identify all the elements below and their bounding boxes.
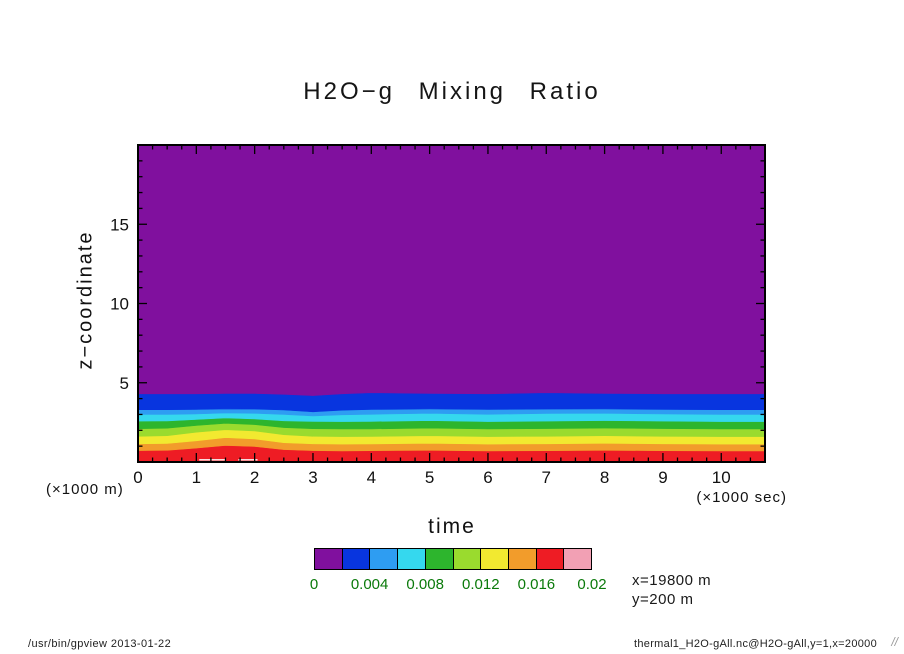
x-tick-label: 0 xyxy=(133,468,142,487)
colorbar xyxy=(314,548,592,570)
colorbar-label: 0.008 xyxy=(406,576,444,593)
colorbar-label: 0.02 xyxy=(577,576,607,593)
x-tick-label: 10 xyxy=(712,468,731,487)
chart-title: H2O−g Mixing Ratio xyxy=(303,78,601,105)
x-tick-label: 7 xyxy=(542,468,551,487)
colorbar-cell xyxy=(315,549,343,569)
colorbar-cell xyxy=(342,549,371,569)
colorbar-label: 0.004 xyxy=(350,576,389,593)
y-tick-label: 5 xyxy=(120,374,129,393)
x-axis-unit: (×1000 sec) xyxy=(696,489,787,506)
annotation-y-value: y=200 m xyxy=(632,591,694,608)
colorbar-cell xyxy=(453,549,482,569)
x-tick-label: 8 xyxy=(600,468,609,487)
x-axis-label: time xyxy=(428,515,476,538)
x-tick-label: 4 xyxy=(367,468,376,487)
x-tick-label: 9 xyxy=(658,468,667,487)
colorbar-labels: 0 0.004 0.008 0.012 0.016 0.02 xyxy=(310,576,607,593)
corner-hatch-mark: // xyxy=(891,635,898,649)
contour-band xyxy=(137,144,766,396)
annotation-x-value: x=19800 m xyxy=(632,572,712,589)
contour-band xyxy=(137,392,766,413)
x-tick-label: 2 xyxy=(250,468,259,487)
colorbar-cell xyxy=(398,549,426,569)
colorbar-cell xyxy=(481,549,509,569)
footer-source-file: thermal1_H2O-gAll.nc@H2O-gAll,y=1,x=2000… xyxy=(634,638,877,650)
colorbar-cell xyxy=(370,549,399,569)
plot-frame xyxy=(137,144,766,463)
colorbar-label: 0 xyxy=(309,576,319,593)
plot-svg: 0 1 2 3 4 5 6 7 8 9 10 5 10 15 xyxy=(110,144,766,487)
x-tick-label: 3 xyxy=(308,468,317,487)
colorbar-cell xyxy=(536,549,565,569)
surface-mark xyxy=(238,459,258,461)
x-tick-label: 6 xyxy=(483,468,492,487)
colorbar-cell xyxy=(508,549,537,569)
x-tick-label: 5 xyxy=(425,468,434,487)
y-tick-label: 15 xyxy=(110,215,129,234)
colorbar-label: 0.016 xyxy=(517,576,556,593)
y-axis-unit: (×1000 m) xyxy=(46,481,124,498)
footer-program-date: /usr/bin/gpview 2013-01-22 xyxy=(28,638,172,650)
colorbar-label: 0.012 xyxy=(462,576,500,593)
surface-mark xyxy=(199,459,226,461)
colorbar-cell xyxy=(564,549,592,569)
y-tick-label: 10 xyxy=(110,295,129,314)
colorbar-cell xyxy=(425,549,454,569)
x-tick-label: 1 xyxy=(192,468,201,487)
